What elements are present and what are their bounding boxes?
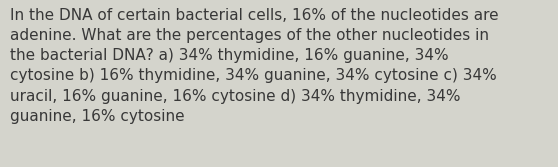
Text: In the DNA of certain bacterial cells, 16% of the nucleotides are
adenine. What : In the DNA of certain bacterial cells, 1… [10,8,499,124]
